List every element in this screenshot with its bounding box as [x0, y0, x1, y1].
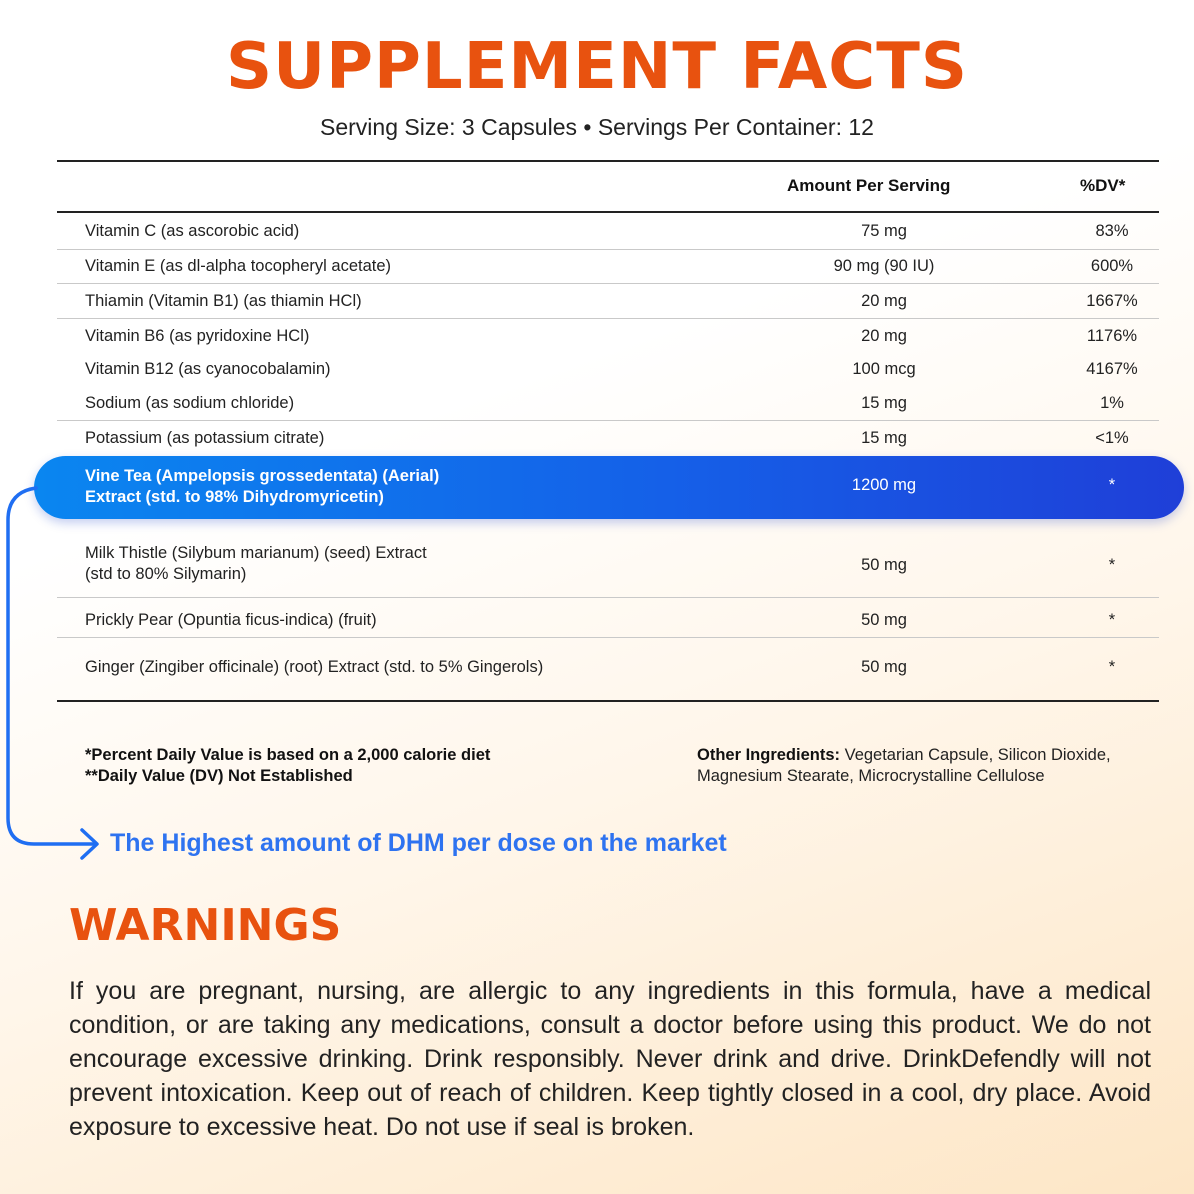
ingredient-name: Sodium (as sodium chloride) — [85, 394, 295, 412]
ingredient-amount: 100 mcg — [852, 360, 916, 378]
row-divider — [57, 420, 1159, 421]
footnote-line: **Daily Value (DV) Not Established — [85, 767, 353, 785]
table-header-rule — [57, 211, 1159, 213]
ingredient-name: Milk Thistle (Silybum marianum) (seed) E… — [85, 543, 427, 585]
ingredient-dv: 1667% — [1086, 292, 1138, 310]
highlighted-row-vine-tea: Vine Tea (Ampelopsis grossedentata) (Aer… — [34, 456, 1184, 519]
ingredient-name-line1: Vine Tea (Ampelopsis grossedentata) (Aer… — [85, 467, 440, 485]
row-divider — [57, 283, 1159, 284]
ingredient-amount: 75 mg — [861, 222, 907, 240]
ingredient-name: Vitamin C (as ascorobic acid) — [85, 222, 300, 240]
other-ingredients: Other Ingredients: Vegetarian Capsule, S… — [697, 745, 1167, 787]
ingredient-amount: 15 mg — [861, 429, 907, 447]
ingredient-amount: 50 mg — [861, 658, 907, 676]
ingredient-amount: 1200 mg — [851, 476, 917, 494]
ingredient-amount: 20 mg — [861, 292, 907, 310]
other-ingredients-text: Vegetarian Capsule, Silicon Dioxide, Mag… — [697, 746, 1111, 785]
ingredient-dv: 1176% — [1086, 327, 1138, 345]
serving-info: Serving Size: 3 Capsules • Servings Per … — [320, 114, 874, 140]
ingredient-name-line2: (std to 80% Silymarin) — [85, 565, 247, 583]
arrow-head — [80, 828, 99, 860]
row-divider — [57, 597, 1159, 598]
ingredient-name: Vitamin B6 (as pyridoxine HCl) — [85, 327, 310, 345]
ingredient-dv: * — [1108, 611, 1116, 629]
footnote-line: *Percent Daily Value is based on a 2,000… — [85, 746, 491, 764]
ingredient-amount: 90 mg (90 IU) — [833, 257, 935, 275]
ingredient-amount: 20 mg — [861, 327, 907, 345]
ingredient-amount: 15 mg — [861, 394, 907, 412]
ingredient-dv: 600% — [1090, 257, 1134, 275]
row-divider — [57, 637, 1159, 638]
ingredient-name: Vitamin E (as dl-alpha tocopheryl acetat… — [85, 257, 392, 275]
dhm-callout: The Highest amount of DHM per dose on th… — [110, 829, 727, 857]
column-header-amount: Amount Per Serving — [787, 176, 951, 195]
ingredient-dv: 83% — [1095, 222, 1129, 240]
connector-line — [6, 486, 98, 846]
ingredient-name-line1: Milk Thistle (Silybum marianum) (seed) E… — [85, 544, 427, 562]
dv-footnotes: *Percent Daily Value is based on a 2,000… — [85, 745, 490, 787]
column-header-dv: %DV* — [1080, 176, 1126, 195]
row-divider — [57, 318, 1159, 319]
ingredient-dv: 1% — [1100, 394, 1124, 412]
ingredient-dv: * — [1108, 658, 1116, 676]
ingredient-dv: 4167% — [1086, 360, 1138, 378]
table-top-rule — [57, 160, 1159, 162]
warnings-text: If you are pregnant, nursing, are allerg… — [69, 977, 1151, 1141]
ingredient-amount: 50 mg — [861, 556, 907, 574]
ingredient-name: Potassium (as potassium citrate) — [85, 429, 325, 447]
other-ingredients-label: Other Ingredients: — [697, 746, 841, 764]
row-divider — [57, 249, 1159, 250]
warnings-title: WARNINGS — [69, 900, 342, 951]
ingredient-name-line2: Extract (std. to 98% Dihydromyricetin) — [85, 488, 384, 506]
ingredient-amount: 50 mg — [861, 611, 907, 629]
ingredient-name: Thiamin (Vitamin B1) (as thiamin HCl) — [85, 292, 362, 310]
ingredient-name: Prickly Pear (Opuntia ficus-indica) (fru… — [85, 611, 377, 629]
ingredient-name: Ginger (Zingiber officinale) (root) Extr… — [85, 658, 544, 676]
ingredient-dv: <1% — [1095, 429, 1129, 447]
table-bottom-rule — [57, 700, 1159, 702]
ingredient-name: Vitamin B12 (as cyanocobalamin) — [85, 360, 331, 378]
page-title: SUPPLEMENT FACTS — [226, 30, 968, 104]
ingredient-name: Vine Tea (Ampelopsis grossedentata) (Aer… — [85, 466, 439, 508]
ingredient-dv: * — [1108, 556, 1116, 574]
ingredient-dv: * — [1108, 476, 1116, 494]
